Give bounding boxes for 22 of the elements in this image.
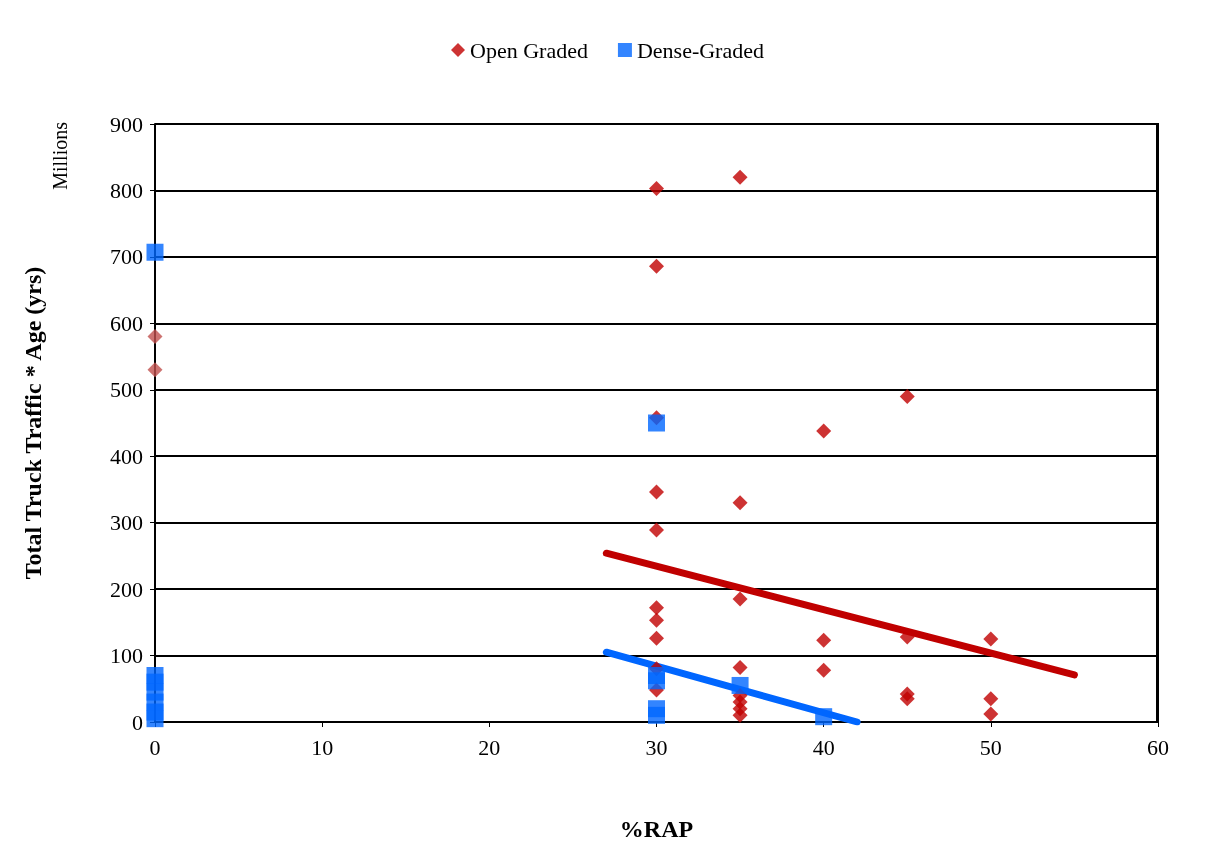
x-tick-label: 40 [812, 734, 835, 760]
y-tick-label: 800 [110, 177, 143, 203]
y-tick-label: 400 [110, 443, 143, 469]
y-tick-label: 600 [110, 310, 143, 336]
x-tick-label: 0 [149, 734, 161, 760]
y-tick-label: 700 [110, 244, 143, 270]
y-tick-label: 300 [110, 510, 143, 536]
x-tick-label: 60 [1147, 734, 1169, 760]
text: Millions [49, 121, 71, 190]
y-tick-label: 900 [110, 111, 143, 137]
x-tick-label: 50 [979, 734, 1002, 760]
y-tick-label: 0 [132, 709, 143, 735]
x-axis-title: %RAP [619, 816, 694, 842]
y-axis-title: Total Truck Traffic * Age (yrs) [20, 266, 46, 580]
legend-label: Open Graded [470, 37, 588, 63]
x-tick-label: 20 [478, 734, 501, 760]
y-tick-label: 500 [110, 377, 143, 403]
legend-label: Dense-Graded [636, 37, 764, 63]
x-tick-label: 30 [645, 734, 668, 760]
y-tick-label: 100 [110, 643, 143, 669]
y-tick-label: 200 [110, 576, 143, 602]
x-tick-label: 10 [311, 734, 334, 760]
